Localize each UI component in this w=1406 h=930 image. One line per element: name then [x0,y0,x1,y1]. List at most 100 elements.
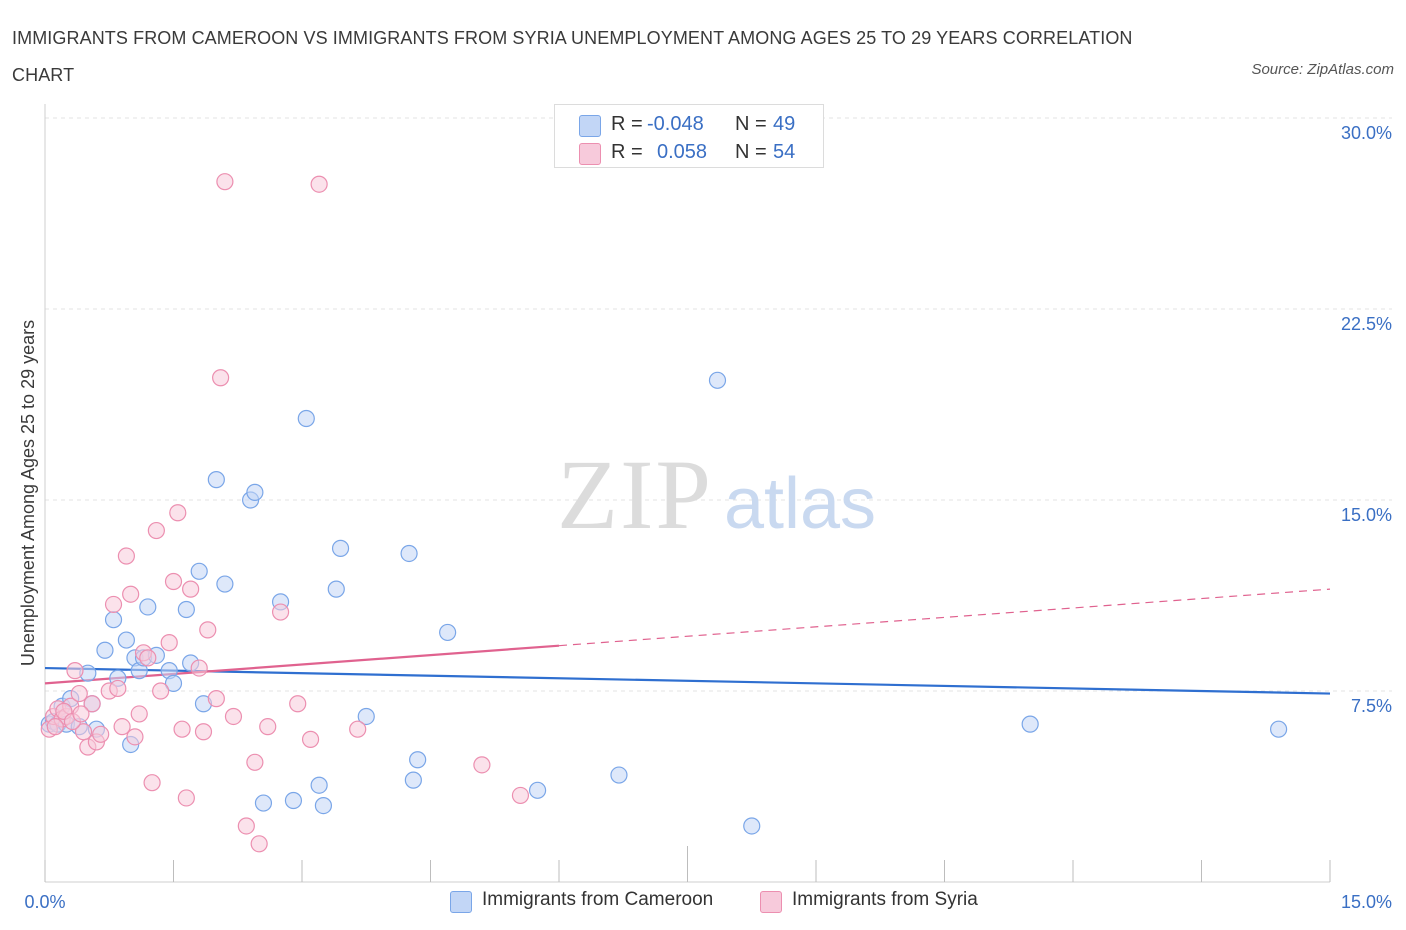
point-cameroon [216,575,234,593]
legend-n-label: N = [735,113,767,135]
trend-line-syria [44,644,560,685]
point-syria [122,585,140,603]
point-syria [173,720,191,738]
point-cameroon [96,641,114,659]
point-syria [207,690,225,708]
point-syria [177,789,195,807]
point-cameroon [400,544,418,563]
point-cameroon [207,471,225,489]
bottom-legend-swatch-pink [760,891,782,913]
chart-title: IMMIGRANTS FROM CAMEROON VS IMMIGRANTS F… [12,28,1133,85]
point-syria [246,753,264,771]
point-syria [70,684,88,703]
point-syria [72,705,90,723]
point-cameroon [254,794,273,812]
point-cameroon [610,766,628,784]
point-syria [143,774,161,792]
tick-labels: 7.5% 15.0% 22.5% 30.0% 0.0% 15.0% [24,123,1392,912]
point-cameroon [331,539,350,557]
bottom-legend-label: Immigrants from Syria [792,889,978,910]
point-cameroon [246,483,264,501]
point-cameroon [1021,715,1039,733]
point-syria [169,504,187,522]
point-cameroon [708,371,727,389]
legend-r-label: R = [611,113,643,135]
point-syria [92,725,110,743]
y-tick-label: 30.0% [1341,123,1392,143]
point-syria [259,718,277,736]
legend-r-value: -0.048 [647,113,704,135]
point-syria [66,662,84,680]
point-syria [250,835,268,853]
point-syria [194,723,213,741]
point-syria [113,718,131,736]
trend-line-cameroon [44,666,1331,695]
point-syria [301,730,320,748]
point-syria [224,707,243,726]
legend-swatch-blue [579,115,601,137]
trend-line-syria-dashed [558,588,1331,647]
point-syria [216,173,234,191]
point-syria [147,521,165,540]
bottom-legend-label: Immigrants from Cameroon [482,889,714,910]
point-cameroon [104,611,123,629]
point-syria [473,756,491,774]
point-syria [152,682,170,700]
watermark-atlas: atlas [724,464,876,544]
point-syria [212,369,230,387]
watermark-zip: ZIP [557,439,713,550]
point-syria [271,603,290,621]
grid-lines [45,117,1392,692]
point-cameroon [528,781,547,799]
source-label: Source: ZipAtlas.com [1251,61,1394,78]
y-tick-label: 7.5% [1351,696,1392,716]
point-syria [182,580,200,598]
point-cameroon [139,598,157,616]
point-syria [190,659,208,677]
point-cameroon [314,796,333,815]
point-syria [83,695,101,713]
point-syria [237,817,255,835]
y-tick-label: 22.5% [1341,314,1392,334]
point-cameroon [297,409,315,428]
y-axis-label: Unemployment Among Ages 25 to 29 years [18,320,38,666]
point-cameroon [164,674,183,692]
point-syria [130,705,148,723]
point-cameroon [357,707,375,726]
point-cameroon [310,776,328,794]
point-syria [199,621,217,639]
legend-r-value: 0.058 [657,141,708,163]
point-cameroon [409,751,427,769]
point-syria [126,728,144,746]
point-syria [160,634,178,652]
correlation-legend: R = -0.048 N = 49 R = 0.058 N = 54 [554,104,824,168]
y-tick-label: 15.0% [1341,505,1392,525]
point-syria [511,786,530,805]
point-syria [349,720,367,738]
point-cameroon [284,791,303,810]
bottom-legend-swatch-blue [450,891,472,913]
point-syria [117,547,135,565]
point-cameroon [1269,720,1288,738]
legend-n-label: N = [735,141,767,163]
legend-r-label: R = [611,141,643,163]
point-cameroon [743,817,761,835]
axes [44,104,1331,883]
point-syria [164,572,183,591]
point-syria [109,679,127,698]
trend-lines [44,588,1331,695]
point-cameroon [117,631,135,649]
x-tick-label: 15.0% [1341,892,1392,912]
point-syria [289,695,307,713]
legend-n-value: 54 [773,141,796,163]
point-syria [104,595,123,614]
point-cameroon [327,580,345,598]
point-syria [46,718,64,736]
data-points [40,173,1288,853]
x-tick-label: 0.0% [24,892,65,912]
point-syria [139,649,157,667]
point-cameroon [404,771,422,789]
legend-n-value: 49 [773,113,796,135]
legend-swatch-pink [579,143,601,165]
